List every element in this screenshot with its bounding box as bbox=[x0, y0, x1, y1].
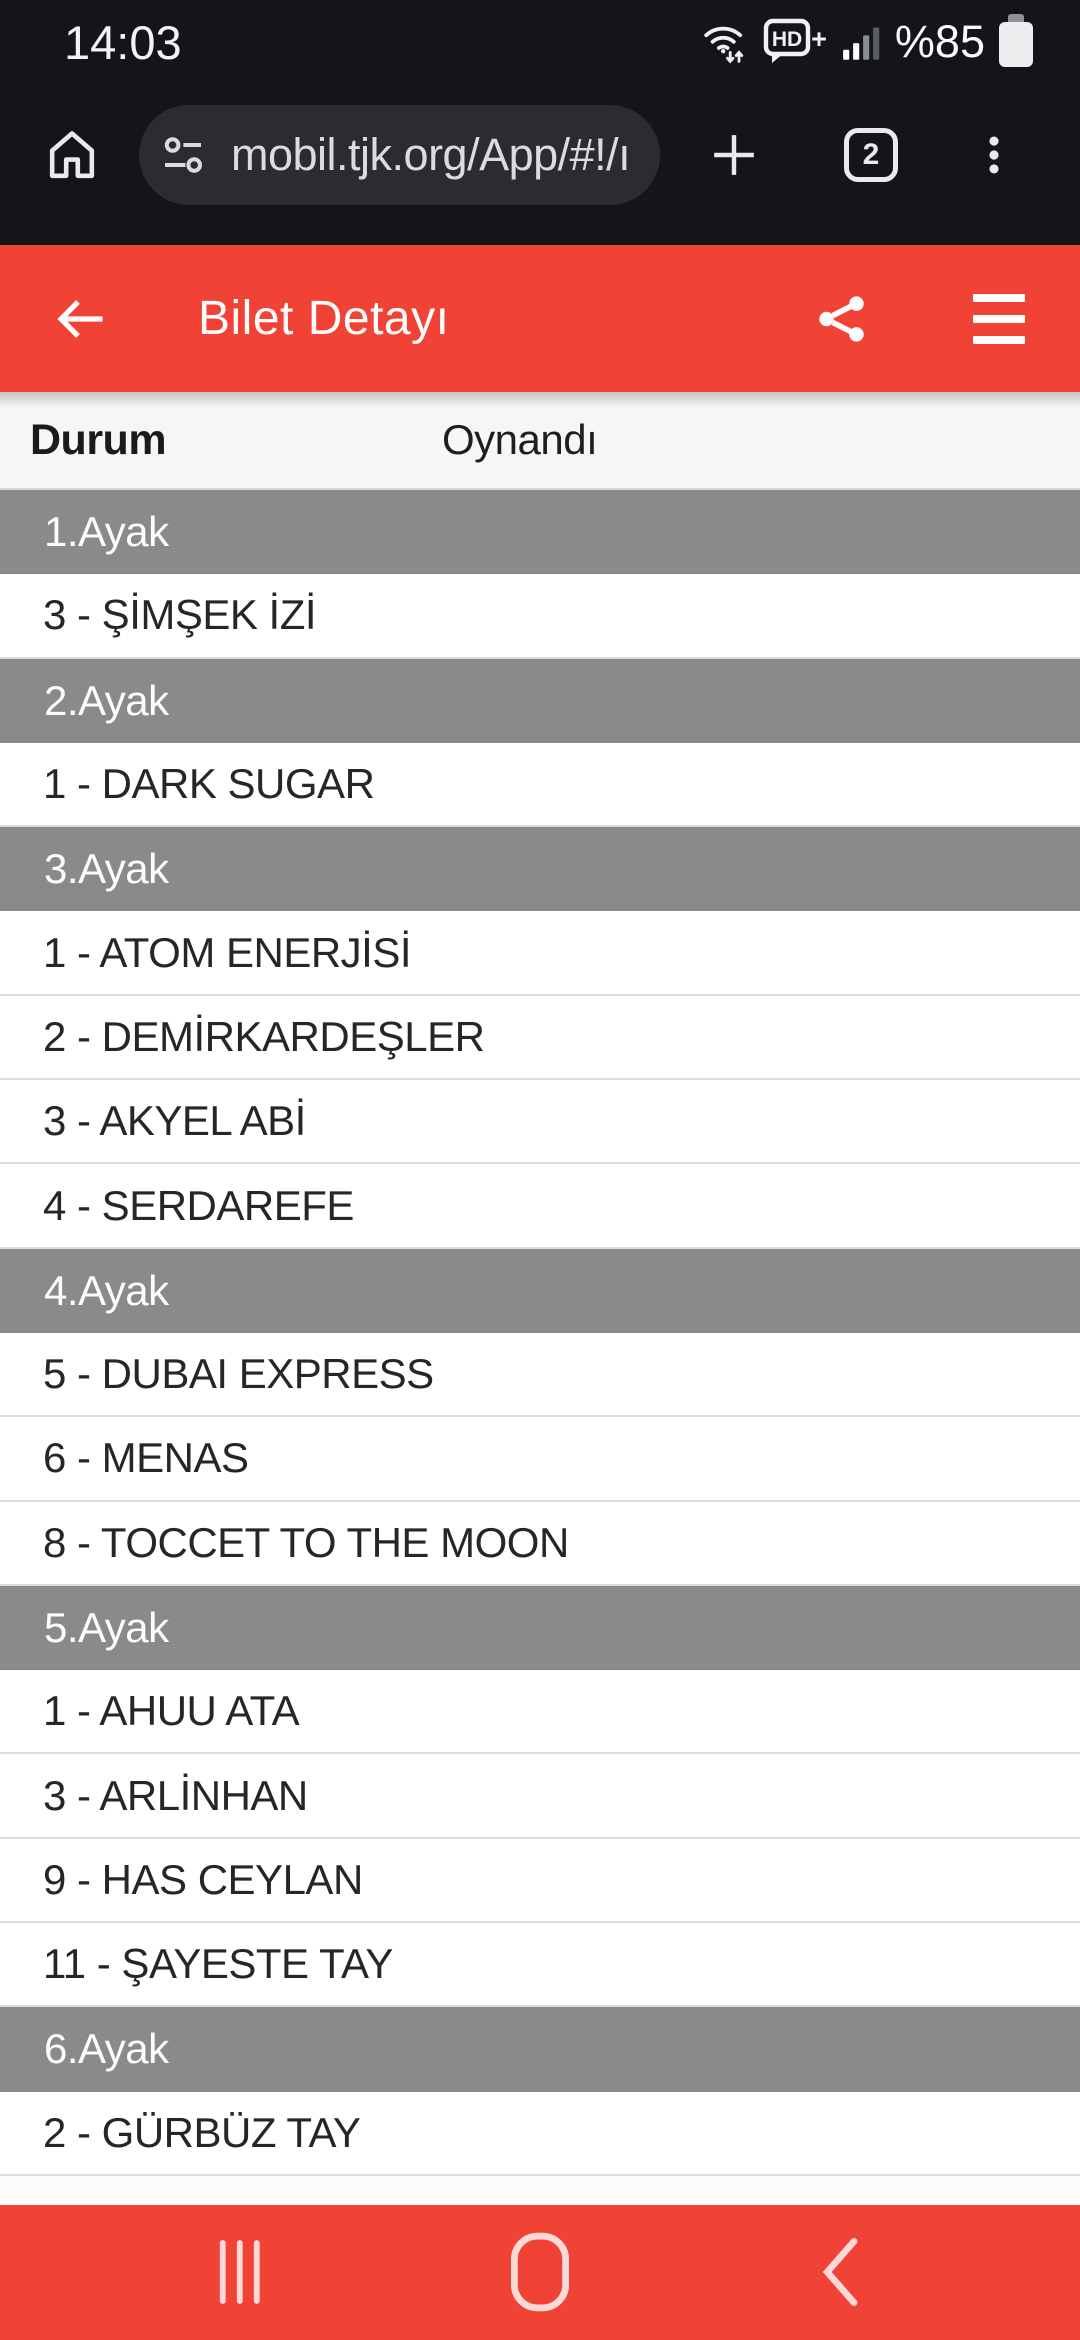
leg-header: 3.Ayak bbox=[0, 827, 1080, 912]
browser-toolbar: mobil.tjk.org/App/#!/ı 2 bbox=[0, 78, 1080, 245]
horse-label: 3 - ŞİMŞEK İZİ bbox=[43, 591, 317, 639]
site-settings-icon[interactable] bbox=[159, 131, 207, 179]
share-button[interactable] bbox=[814, 290, 870, 348]
app-menu-icon bbox=[973, 293, 1025, 344]
leg-header: 1.Ayak bbox=[0, 490, 1080, 575]
nav-home-icon bbox=[509, 2231, 571, 2313]
android-nav-bar bbox=[0, 2204, 1080, 2340]
signal-strength-icon bbox=[842, 20, 882, 64]
ticket-status-value: Oynandı bbox=[442, 416, 598, 463]
horse-row: 9 - HAS CEYLAN bbox=[0, 1838, 1080, 1924]
horse-row: 2 - GÜRBÜZ TAY bbox=[0, 2091, 1080, 2176]
status-icons: HD + %85 bbox=[700, 14, 1034, 70]
horse-label: 4 - SERDAREFE bbox=[43, 1181, 354, 1229]
ticket-status-label: Durum bbox=[30, 415, 167, 464]
leg-header: 4.Ayak bbox=[0, 1248, 1080, 1333]
horse-label: 2 - GÜRBÜZ TAY bbox=[43, 2108, 361, 2156]
horse-label: 8 - TOCCET TO THE MOON bbox=[43, 1518, 569, 1566]
horse-label: 5 - DUBAI EXPRESS bbox=[43, 1350, 434, 1398]
horse-label: 1 - DARK SUGAR bbox=[43, 760, 375, 808]
home-button[interactable] bbox=[43, 126, 101, 184]
horse-row: 2 - DEMİRKARDEŞLER bbox=[0, 995, 1080, 1081]
tab-count: 2 bbox=[862, 137, 880, 171]
app-menu-button[interactable] bbox=[973, 293, 1025, 344]
hd-voice-icon: HD + bbox=[763, 17, 829, 67]
nav-recents-icon bbox=[209, 2238, 271, 2306]
wifi-icon bbox=[700, 18, 750, 66]
horse-row: 6 - MENAS bbox=[0, 1417, 1080, 1502]
horse-row: 1 - AHUU ATA bbox=[0, 1670, 1080, 1755]
horse-row: 1 - DARK SUGAR bbox=[0, 742, 1080, 828]
horse-row: 11 - ŞAYESTE TAY bbox=[0, 1923, 1080, 2008]
leg-header: 5.Ayak bbox=[0, 1585, 1080, 1671]
empty-row bbox=[0, 2175, 1080, 2205]
leg-header: 6.Ayak bbox=[0, 2007, 1080, 2092]
svg-text:HD: HD bbox=[772, 28, 802, 51]
status-bar: 14:03 HD + bbox=[0, 0, 1080, 78]
horse-row: 5 - DUBAI EXPRESS bbox=[0, 1332, 1080, 1418]
new-tab-icon bbox=[706, 127, 762, 183]
horse-label: 2 - DEMİRKARDEŞLER bbox=[43, 1012, 485, 1060]
legs-list[interactable]: 1.Ayak 3 - ŞİMŞEK İZİ 2.Ayak 1 - DARK SUGAR… bbox=[0, 490, 1080, 2176]
horse-label: 3 - ARLİNHAN bbox=[43, 1771, 308, 1819]
home-icon bbox=[43, 126, 101, 184]
horse-row: 4 - SERDAREFE bbox=[0, 1164, 1080, 1249]
battery-icon bbox=[998, 14, 1034, 70]
horse-row: 3 - ŞİMŞEK İZİ bbox=[0, 574, 1080, 659]
url-text: mobil.tjk.org/App/#!/ı bbox=[231, 128, 631, 180]
nav-back-icon bbox=[817, 2235, 863, 2309]
back-button[interactable] bbox=[50, 289, 110, 349]
back-icon bbox=[50, 289, 110, 349]
svg-text:+: + bbox=[811, 24, 827, 54]
ticket-status-row: Durum Oynandı bbox=[0, 392, 1080, 490]
leg-header: 2.Ayak bbox=[0, 658, 1080, 743]
url-bar[interactable]: mobil.tjk.org/App/#!/ı bbox=[139, 104, 660, 205]
tab-switcher-button[interactable]: 2 bbox=[844, 127, 898, 182]
share-icon bbox=[814, 290, 870, 348]
status-time: 14:03 bbox=[64, 15, 182, 69]
new-tab-button[interactable] bbox=[706, 127, 762, 183]
battery-percent: %85 bbox=[894, 16, 985, 67]
nav-back-button[interactable] bbox=[790, 2222, 890, 2322]
horse-label: 1 - AHUU ATA bbox=[43, 1687, 300, 1735]
horse-row: 3 - ARLİNHAN bbox=[0, 1754, 1080, 1839]
browser-menu-icon bbox=[972, 125, 1016, 185]
horse-label: 11 - ŞAYESTE TAY bbox=[43, 1940, 393, 1988]
horse-label: 1 - ATOM ENERJİSİ bbox=[43, 928, 412, 976]
horse-label: 9 - HAS CEYLAN bbox=[43, 1855, 363, 1903]
horse-label: 3 - AKYEL ABİ bbox=[43, 1097, 306, 1145]
horse-row: 1 - ATOM ENERJİSİ bbox=[0, 911, 1080, 996]
horse-label: 6 - MENAS bbox=[43, 1434, 249, 1482]
nav-home-button[interactable] bbox=[490, 2222, 590, 2322]
browser-menu-button[interactable] bbox=[972, 125, 1016, 185]
app-header: Bilet Detayı bbox=[0, 245, 1080, 392]
page-title: Bilet Detayı bbox=[198, 292, 450, 345]
nav-recents-button[interactable] bbox=[190, 2222, 290, 2322]
horse-row: 8 - TOCCET TO THE MOON bbox=[0, 1501, 1080, 1586]
horse-row: 3 - AKYEL ABİ bbox=[0, 1080, 1080, 1165]
